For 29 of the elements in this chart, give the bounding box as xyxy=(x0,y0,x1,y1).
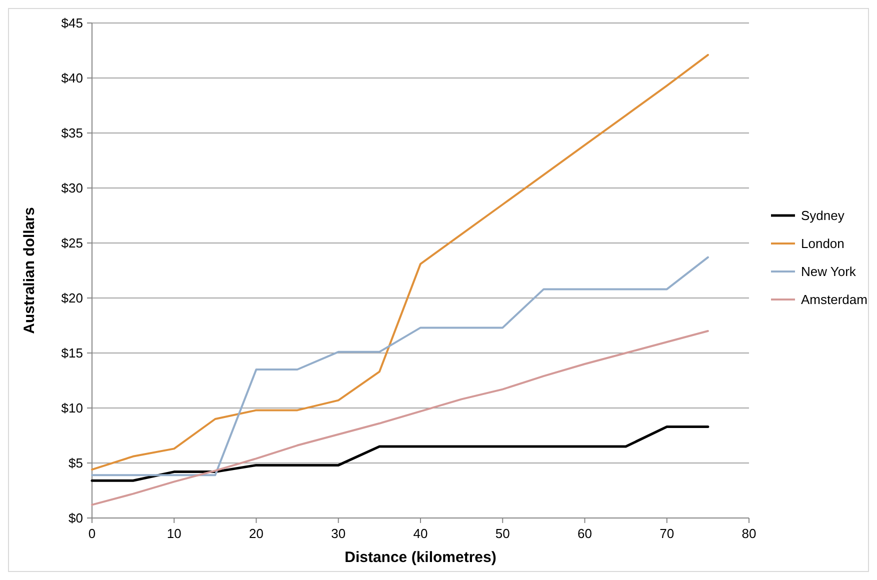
line-series xyxy=(91,330,709,506)
line-series xyxy=(91,256,709,476)
y-tick-label: $30 xyxy=(61,180,83,196)
line-series xyxy=(90,425,710,482)
x-tick-label: 20 xyxy=(249,526,264,541)
legend-label: New York xyxy=(801,264,856,280)
legend-label: Amsterdam xyxy=(801,292,868,308)
legend-label: Sydney xyxy=(801,208,845,224)
x-tick-label: 70 xyxy=(660,526,674,541)
y-tick-label: $20 xyxy=(61,290,83,306)
x-tick-label: 60 xyxy=(578,526,592,541)
y-tick-label: $5 xyxy=(68,456,83,471)
legend-label: London xyxy=(801,236,844,252)
y-tick-label: $45 xyxy=(61,16,83,31)
y-tick-label: $40 xyxy=(61,70,83,86)
x-tick-label: 10 xyxy=(166,526,182,541)
x-tick-label: 50 xyxy=(495,526,510,541)
x-tick-label: 30 xyxy=(331,526,346,541)
x-tick-label: 0 xyxy=(88,526,96,541)
y-tick-label: $10 xyxy=(61,400,83,416)
line-series xyxy=(91,54,709,471)
y-tick-label: $15 xyxy=(61,346,83,361)
y-tick-label: $25 xyxy=(61,236,83,251)
x-axis-title: Distance (kilometres) xyxy=(344,549,496,566)
y-axis-title: Australian dollars xyxy=(21,207,38,334)
x-tick-label: 80 xyxy=(742,526,756,541)
y-tick-label: $0 xyxy=(68,510,83,526)
y-tick-label: $35 xyxy=(61,126,83,141)
x-tick-label: 40 xyxy=(413,526,428,541)
